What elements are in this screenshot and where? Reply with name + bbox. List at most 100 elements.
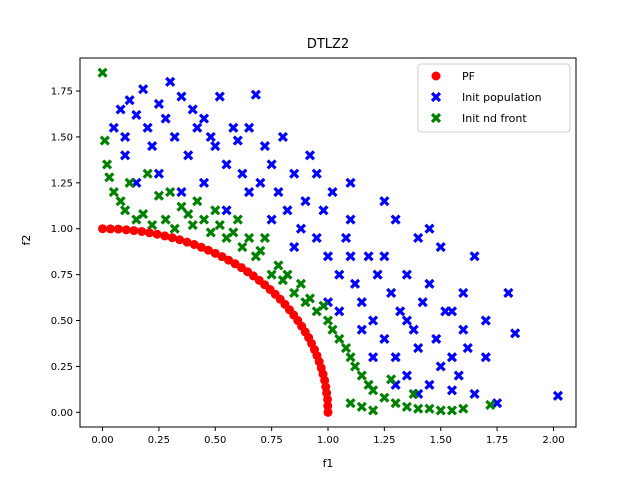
init-population-point <box>393 217 399 223</box>
init-nd-front-point <box>404 404 410 410</box>
init-population-point <box>449 354 455 360</box>
init-population-point <box>442 309 448 315</box>
pf-point <box>324 408 333 417</box>
init-nd-front-point <box>140 211 146 217</box>
init-nd-front-point <box>336 336 342 342</box>
init-nd-front-point <box>172 226 178 232</box>
init-nd-front-point <box>370 408 376 414</box>
init-population-point <box>359 299 365 305</box>
init-nd-front-point <box>212 208 218 214</box>
init-population-point <box>348 217 354 223</box>
legend-marker-init-population <box>433 94 439 100</box>
init-population-point <box>280 134 286 140</box>
init-population-point <box>235 138 241 144</box>
init-population-point <box>246 189 252 195</box>
pf-point <box>129 226 138 235</box>
init-nd-front-point <box>449 408 455 414</box>
init-population-point <box>382 253 388 259</box>
init-nd-front-point <box>460 406 466 412</box>
init-population-point <box>285 208 291 214</box>
init-population-point <box>134 112 140 118</box>
init-population-point <box>336 309 342 315</box>
init-population-point <box>172 134 178 140</box>
init-population-point <box>370 318 376 324</box>
init-population-point <box>190 107 196 113</box>
init-population-point <box>404 373 410 379</box>
init-population-point <box>262 143 268 149</box>
init-nd-front-point <box>352 364 358 370</box>
init-population-point <box>512 331 518 337</box>
init-nd-front-point <box>111 189 117 195</box>
x-tick-label: 1.25 <box>373 435 395 446</box>
legend-label: Init nd front <box>462 112 527 125</box>
y-tick-label: 1.00 <box>51 224 73 235</box>
init-population-point <box>397 309 403 315</box>
init-nd-front-point <box>102 138 108 144</box>
init-population-point <box>359 327 365 333</box>
y-tick-label: 0.75 <box>51 270 73 281</box>
x-tick-label: 0.50 <box>204 435 226 446</box>
init-population-point <box>370 354 376 360</box>
init-nd-front-point <box>156 193 162 199</box>
init-nd-front-point <box>438 408 444 414</box>
init-population-point <box>291 244 297 250</box>
y-tick-label: 1.50 <box>51 132 73 143</box>
init-population-point <box>156 101 162 107</box>
init-population-point <box>269 162 275 168</box>
init-population-point <box>246 125 252 131</box>
init-population-point <box>122 152 128 158</box>
init-population-point <box>314 171 320 177</box>
init-nd-front-point <box>201 217 207 223</box>
init-population-point <box>411 327 417 333</box>
init-population-point <box>472 253 478 259</box>
init-population-point <box>201 180 207 186</box>
init-population-point <box>460 327 466 333</box>
init-nd-front-point <box>393 400 399 406</box>
init-nd-front-point <box>314 309 320 315</box>
init-population-point <box>134 180 140 186</box>
init-population-point <box>427 281 433 287</box>
pf-point <box>106 224 115 233</box>
init-population-point <box>307 152 313 158</box>
init-population-point <box>336 272 342 278</box>
init-population-point <box>483 318 489 324</box>
init-population-point <box>404 318 410 324</box>
x-tick-label: 0.00 <box>91 435 113 446</box>
init-nd-front-point <box>415 406 421 412</box>
init-nd-front-point <box>359 373 365 379</box>
init-nd-front-point <box>145 171 151 177</box>
init-population-point <box>460 290 466 296</box>
init-nd-front-point <box>149 222 155 228</box>
init-nd-front-point <box>179 204 185 210</box>
init-population-point <box>427 382 433 388</box>
init-nd-front-point <box>291 290 297 296</box>
init-population-point <box>330 189 336 195</box>
init-population-point <box>231 125 237 131</box>
legend-label: PF <box>462 70 475 83</box>
init-population-point <box>348 253 354 259</box>
init-nd-front-point <box>217 222 223 228</box>
legend-label: Init population <box>462 91 542 104</box>
init-nd-front-point <box>208 230 214 236</box>
init-nd-front-point <box>246 235 252 241</box>
init-population-point <box>156 171 162 177</box>
init-nd-front-point <box>100 70 106 76</box>
x-tick-label: 0.75 <box>261 435 283 446</box>
init-population-point <box>456 373 462 379</box>
init-nd-front-point <box>134 217 140 223</box>
init-population-point <box>111 125 117 131</box>
x-tick-label: 1.50 <box>430 435 452 446</box>
init-nd-front-point <box>127 180 133 186</box>
init-nd-front-point <box>231 230 237 236</box>
init-population-point <box>472 391 478 397</box>
x-tick-label: 0.25 <box>148 435 170 446</box>
init-population-point <box>352 281 358 287</box>
init-population-point <box>438 364 444 370</box>
init-population-point <box>438 244 444 250</box>
y-tick-label: 0.25 <box>51 362 73 373</box>
init-population-point <box>179 189 185 195</box>
init-nd-front-point <box>411 391 417 397</box>
init-nd-front-point <box>382 395 388 401</box>
init-nd-front-point <box>325 318 331 324</box>
